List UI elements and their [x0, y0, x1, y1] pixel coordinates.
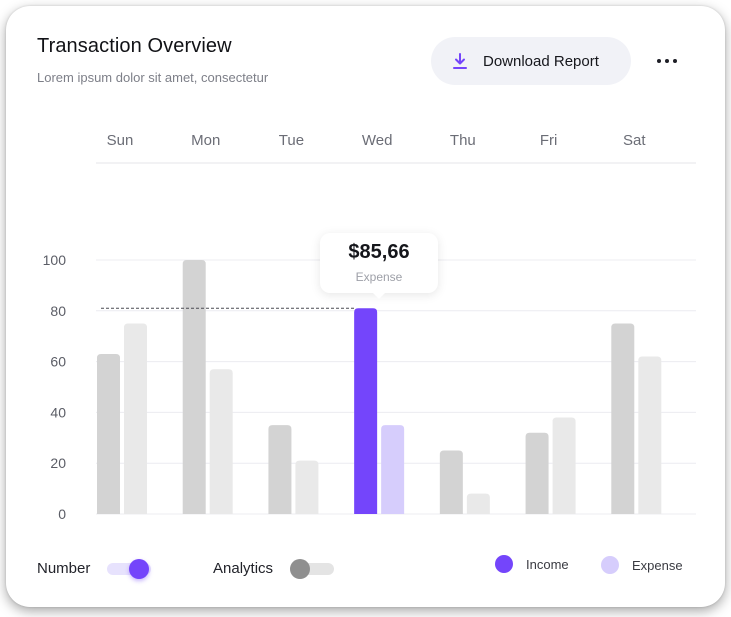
- legend-income-dot: [495, 555, 513, 573]
- tooltip-value: $85,66: [348, 241, 410, 263]
- chart-tooltip: $85,66 Expense: [320, 233, 438, 299]
- bar-income-thu: [439, 450, 463, 514]
- legend-expense-dot: [601, 556, 619, 574]
- bar-expense-sun: [124, 323, 147, 514]
- bar-expense-tue: [295, 460, 319, 514]
- analytics-toggle-label: Analytics: [213, 560, 274, 577]
- download-report-label: Download Report: [483, 52, 599, 70]
- bar-expense-fri: [552, 417, 576, 514]
- x-tick-label-sun: Sun: [107, 132, 134, 149]
- legend-expense: Expense: [601, 556, 683, 574]
- y-tick-label-40: 40: [50, 404, 66, 420]
- legend-income-label: Income: [526, 556, 569, 572]
- bar-expense-thu: [466, 493, 490, 514]
- bar-income-wed: [354, 308, 378, 514]
- bar-expense-mon: [209, 369, 233, 514]
- x-tick-label-mon: Mon: [191, 132, 220, 149]
- more-options-icon[interactable]: [648, 48, 686, 74]
- x-tick-label-sat: Sat: [623, 132, 646, 149]
- legend-expense-label: Expense: [632, 557, 683, 573]
- number-toggle[interactable]: [107, 559, 151, 579]
- tooltip-label: Expense: [355, 270, 403, 284]
- bar-expense-sat: [638, 356, 662, 514]
- y-tick-label-80: 80: [50, 303, 66, 319]
- y-tick-label-60: 60: [50, 354, 66, 370]
- bar-income-sat: [611, 323, 635, 514]
- bar-income-sun: [97, 353, 120, 514]
- download-report-button[interactable]: Download Report: [431, 37, 631, 85]
- bar-income-mon: [182, 260, 206, 514]
- number-toggle-label: Number: [37, 560, 91, 577]
- analytics-toggle[interactable]: [290, 559, 334, 579]
- bar-income-tue: [268, 425, 292, 514]
- x-tick-label-tue: Tue: [279, 132, 304, 149]
- y-tick-label-0: 0: [58, 506, 66, 522]
- card-title: Transaction Overview: [37, 35, 232, 57]
- download-icon: [451, 52, 469, 70]
- y-tick-label-20: 20: [50, 455, 66, 471]
- x-tick-label-thu: Thu: [450, 132, 476, 149]
- x-tick-label-fri: Fri: [540, 132, 558, 149]
- card-subtitle: Lorem ipsum dolor sit amet, consectetur: [37, 70, 269, 85]
- bar-income-fri: [525, 432, 549, 514]
- x-tick-label-wed: Wed: [362, 132, 393, 149]
- bar-expense-wed: [381, 425, 405, 514]
- y-tick-label-100: 100: [43, 252, 67, 268]
- legend-income: Income: [495, 555, 569, 573]
